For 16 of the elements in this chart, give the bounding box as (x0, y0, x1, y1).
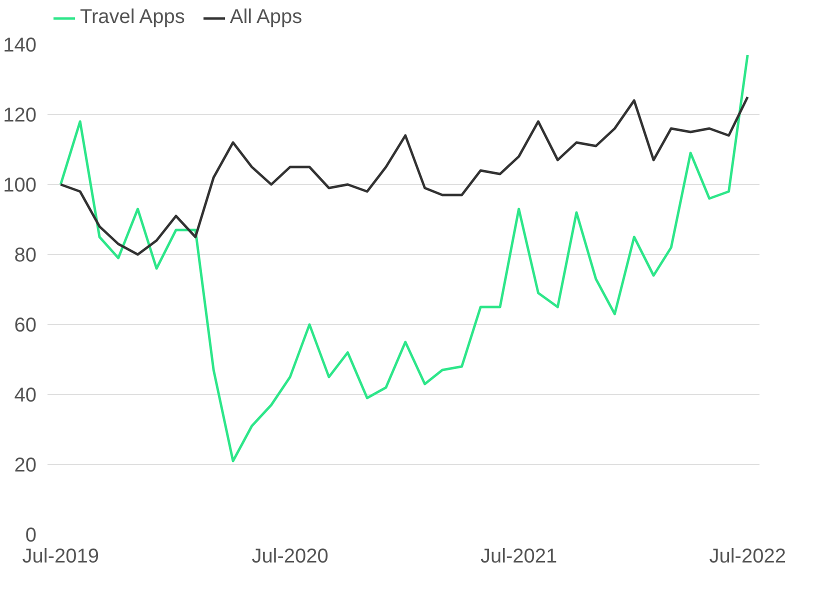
y-tick-label: 80 (14, 244, 37, 266)
y-tick-label: 100 (3, 174, 37, 196)
y-tick-label: 40 (14, 384, 37, 406)
y-tick-label: 120 (3, 104, 37, 126)
x-tick-label: Jul-2021 (480, 546, 558, 568)
x-tick-label: Jul-2022 (709, 546, 786, 568)
line-series (59, 96, 749, 256)
y-tick-label: 20 (14, 454, 37, 476)
y-tick-label: 60 (14, 314, 37, 336)
legend-label: All Apps (230, 6, 302, 29)
y-tick-label: 0 (25, 524, 36, 546)
x-tick-label: Jul-2019 (22, 546, 100, 568)
x-tick-label: Jul-2020 (252, 546, 328, 568)
line-series (59, 54, 749, 462)
legend-label: Travel Apps (80, 6, 185, 29)
y-tick-label: 140 (3, 34, 37, 56)
